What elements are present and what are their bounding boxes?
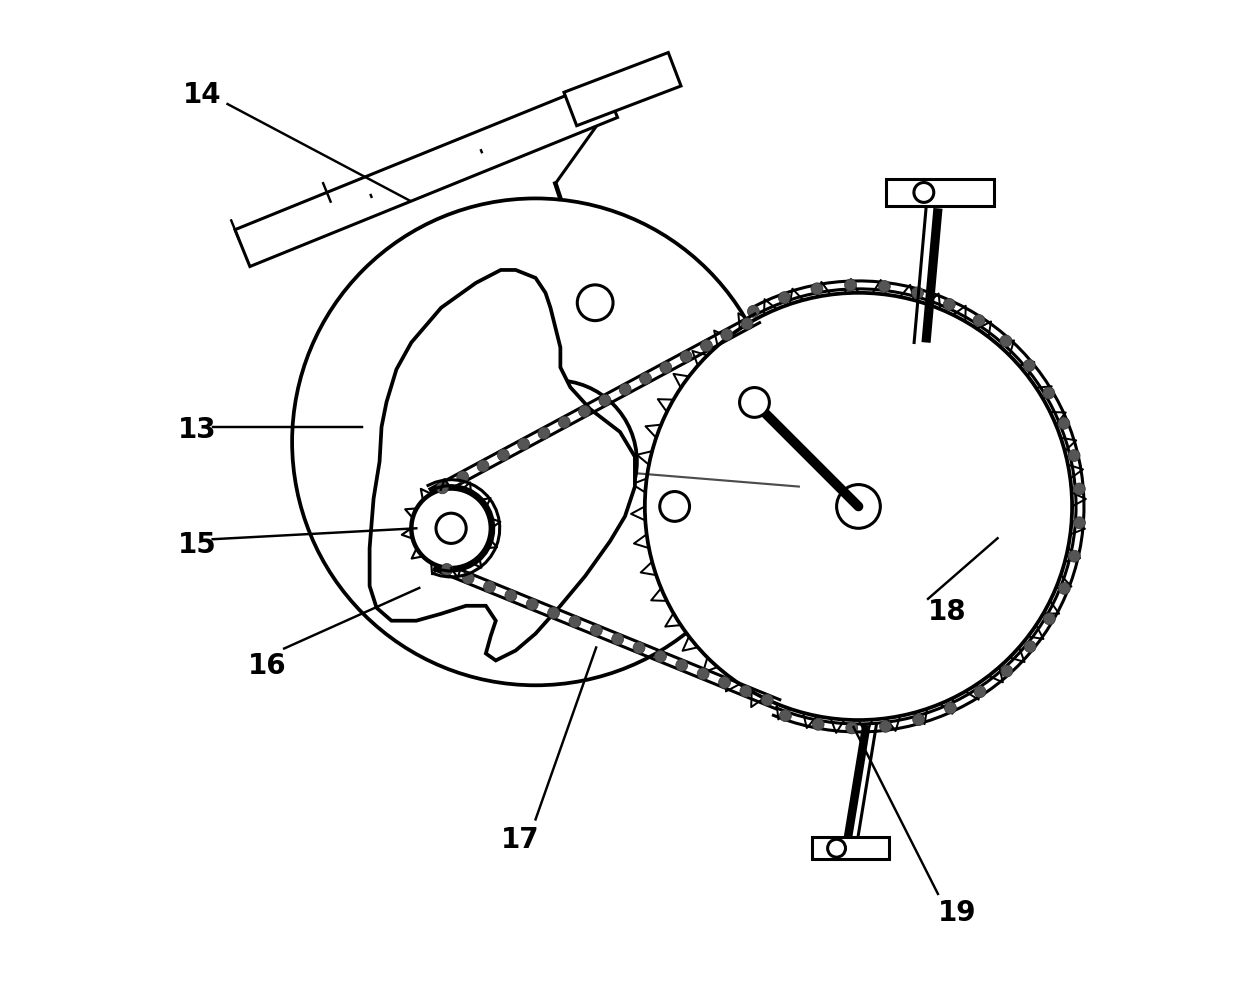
Circle shape [497, 449, 510, 461]
Circle shape [558, 416, 570, 428]
Circle shape [748, 306, 759, 318]
Circle shape [879, 721, 892, 733]
Text: 17: 17 [501, 825, 539, 854]
Circle shape [436, 482, 449, 494]
Circle shape [440, 564, 453, 576]
Circle shape [846, 723, 858, 735]
Circle shape [701, 340, 713, 352]
Circle shape [1069, 551, 1080, 563]
Circle shape [1023, 360, 1035, 372]
Bar [812, 838, 889, 859]
Text: 14: 14 [182, 81, 222, 109]
Circle shape [975, 686, 986, 698]
Circle shape [740, 686, 751, 698]
Circle shape [640, 373, 651, 385]
Circle shape [548, 607, 559, 619]
Circle shape [676, 659, 688, 671]
Circle shape [578, 285, 613, 321]
Circle shape [913, 714, 925, 726]
Circle shape [944, 299, 955, 311]
Circle shape [761, 694, 774, 706]
Circle shape [844, 279, 857, 291]
Text: 16: 16 [248, 652, 286, 680]
Circle shape [1043, 388, 1055, 400]
Circle shape [436, 514, 466, 544]
Circle shape [973, 315, 985, 327]
Circle shape [999, 336, 1012, 348]
Circle shape [611, 633, 624, 645]
Circle shape [590, 625, 603, 637]
Circle shape [660, 492, 689, 522]
Circle shape [538, 427, 549, 439]
Circle shape [477, 460, 489, 472]
Circle shape [634, 642, 645, 654]
Circle shape [1068, 450, 1080, 462]
Circle shape [1001, 665, 1013, 677]
Circle shape [1059, 582, 1070, 594]
Circle shape [526, 598, 538, 610]
Circle shape [911, 287, 924, 299]
Circle shape [1044, 613, 1055, 625]
Circle shape [456, 471, 469, 483]
Circle shape [517, 438, 529, 450]
Bar [887, 179, 993, 207]
Text: 18: 18 [928, 597, 967, 625]
Circle shape [599, 395, 611, 407]
Circle shape [878, 281, 890, 293]
Circle shape [945, 703, 956, 715]
Circle shape [505, 590, 517, 602]
Circle shape [739, 389, 769, 417]
Circle shape [655, 651, 666, 663]
Circle shape [1024, 641, 1037, 653]
Circle shape [1074, 517, 1085, 529]
Circle shape [1074, 483, 1085, 495]
Circle shape [660, 362, 672, 374]
Circle shape [779, 292, 790, 304]
Circle shape [827, 840, 846, 857]
Circle shape [417, 393, 446, 422]
Circle shape [780, 710, 791, 722]
Circle shape [463, 573, 474, 584]
Circle shape [914, 183, 934, 203]
Circle shape [619, 384, 631, 396]
Circle shape [412, 489, 491, 569]
Circle shape [681, 351, 692, 363]
Circle shape [293, 199, 779, 686]
Text: 19: 19 [937, 898, 976, 925]
Circle shape [742, 318, 753, 330]
Circle shape [474, 381, 637, 544]
Text: 13: 13 [177, 415, 217, 443]
Circle shape [645, 293, 1073, 721]
Circle shape [812, 719, 825, 731]
Circle shape [811, 283, 823, 295]
Polygon shape [564, 54, 681, 126]
Polygon shape [370, 270, 635, 661]
Circle shape [837, 485, 880, 529]
Circle shape [484, 581, 496, 593]
Circle shape [536, 442, 575, 482]
Text: 15: 15 [177, 531, 217, 559]
Circle shape [697, 668, 709, 680]
Polygon shape [234, 82, 618, 267]
Circle shape [569, 616, 580, 628]
Circle shape [579, 406, 590, 417]
Circle shape [718, 677, 730, 689]
Circle shape [720, 329, 733, 341]
Circle shape [1058, 417, 1070, 429]
